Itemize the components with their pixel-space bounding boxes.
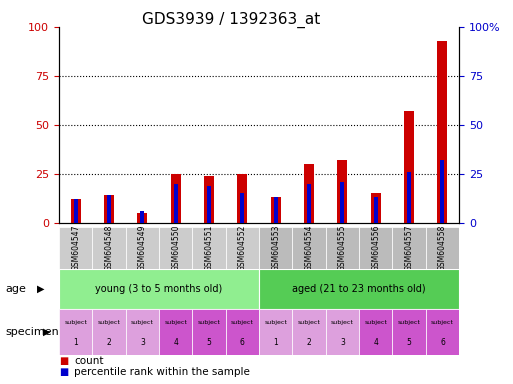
- Text: 6: 6: [440, 338, 445, 347]
- Text: 4: 4: [373, 338, 378, 347]
- Bar: [426, 227, 459, 269]
- Text: subject: subject: [264, 319, 287, 324]
- Bar: [192, 309, 226, 355]
- Bar: [259, 227, 292, 269]
- Text: GSM604554: GSM604554: [305, 224, 313, 271]
- Bar: [274, 197, 278, 223]
- Bar: [204, 176, 214, 223]
- Text: GSM604552: GSM604552: [238, 225, 247, 271]
- Text: 1: 1: [273, 338, 278, 347]
- Bar: [338, 160, 347, 223]
- Text: 2: 2: [107, 338, 111, 347]
- Text: GSM604557: GSM604557: [405, 224, 413, 271]
- Bar: [404, 111, 414, 223]
- Bar: [426, 309, 459, 355]
- Text: GSM604549: GSM604549: [138, 224, 147, 271]
- Text: subject: subject: [64, 319, 87, 324]
- Bar: [341, 182, 344, 223]
- Bar: [392, 309, 426, 355]
- Text: subject: subject: [364, 319, 387, 324]
- Text: GSM604551: GSM604551: [205, 225, 213, 271]
- Bar: [326, 227, 359, 269]
- Bar: [304, 164, 314, 223]
- Bar: [392, 227, 426, 269]
- Bar: [359, 309, 392, 355]
- Bar: [438, 41, 447, 223]
- Bar: [292, 309, 326, 355]
- Bar: [307, 184, 311, 223]
- Bar: [359, 227, 392, 269]
- Text: 1: 1: [73, 338, 78, 347]
- Text: specimen: specimen: [5, 327, 59, 337]
- Bar: [292, 227, 326, 269]
- Text: 5: 5: [207, 338, 211, 347]
- Bar: [159, 227, 192, 269]
- Bar: [371, 194, 381, 223]
- Bar: [271, 197, 281, 223]
- Bar: [159, 309, 192, 355]
- Bar: [259, 309, 292, 355]
- Text: subject: subject: [131, 319, 154, 324]
- Text: 5: 5: [407, 338, 411, 347]
- Bar: [174, 184, 177, 223]
- Bar: [441, 160, 444, 223]
- Text: ■: ■: [59, 367, 68, 377]
- Text: subject: subject: [198, 319, 221, 324]
- Text: ▶: ▶: [43, 327, 50, 337]
- Text: ▶: ▶: [37, 284, 45, 294]
- Bar: [226, 309, 259, 355]
- Text: GSM604555: GSM604555: [338, 224, 347, 271]
- Text: young (3 to 5 months old): young (3 to 5 months old): [95, 284, 223, 294]
- Text: subject: subject: [298, 319, 321, 324]
- Text: GSM604547: GSM604547: [71, 224, 80, 271]
- Bar: [259, 269, 459, 309]
- Text: GSM604558: GSM604558: [438, 225, 447, 271]
- Bar: [71, 199, 81, 223]
- Bar: [59, 269, 259, 309]
- Text: count: count: [74, 356, 104, 366]
- Text: GDS3939 / 1392363_at: GDS3939 / 1392363_at: [142, 12, 320, 28]
- Text: GSM604556: GSM604556: [371, 224, 380, 271]
- Text: subject: subject: [398, 319, 421, 324]
- Text: ■: ■: [59, 356, 68, 366]
- Bar: [92, 309, 126, 355]
- Bar: [374, 197, 378, 223]
- Text: percentile rank within the sample: percentile rank within the sample: [74, 367, 250, 377]
- Bar: [137, 213, 147, 223]
- Bar: [126, 227, 159, 269]
- Text: 6: 6: [240, 338, 245, 347]
- Text: 3: 3: [340, 338, 345, 347]
- Bar: [59, 227, 92, 269]
- Text: subject: subject: [231, 319, 254, 324]
- Bar: [238, 174, 247, 223]
- Text: 3: 3: [140, 338, 145, 347]
- Bar: [192, 227, 226, 269]
- Text: 4: 4: [173, 338, 178, 347]
- Text: GSM604553: GSM604553: [271, 224, 280, 271]
- Bar: [326, 309, 359, 355]
- Bar: [126, 309, 159, 355]
- Bar: [59, 309, 92, 355]
- Text: GSM604548: GSM604548: [105, 225, 113, 271]
- Bar: [171, 174, 181, 223]
- Text: subject: subject: [97, 319, 121, 324]
- Bar: [92, 227, 126, 269]
- Bar: [141, 211, 144, 223]
- Bar: [207, 185, 211, 223]
- Text: aged (21 to 23 months old): aged (21 to 23 months old): [292, 284, 426, 294]
- Bar: [104, 195, 114, 223]
- Text: subject: subject: [164, 319, 187, 324]
- Bar: [226, 227, 259, 269]
- Bar: [407, 172, 411, 223]
- Bar: [74, 199, 77, 223]
- Text: GSM604550: GSM604550: [171, 224, 180, 271]
- Text: subject: subject: [431, 319, 454, 324]
- Bar: [107, 195, 111, 223]
- Text: subject: subject: [331, 319, 354, 324]
- Text: age: age: [5, 284, 26, 294]
- Text: 2: 2: [307, 338, 311, 347]
- Bar: [241, 194, 244, 223]
